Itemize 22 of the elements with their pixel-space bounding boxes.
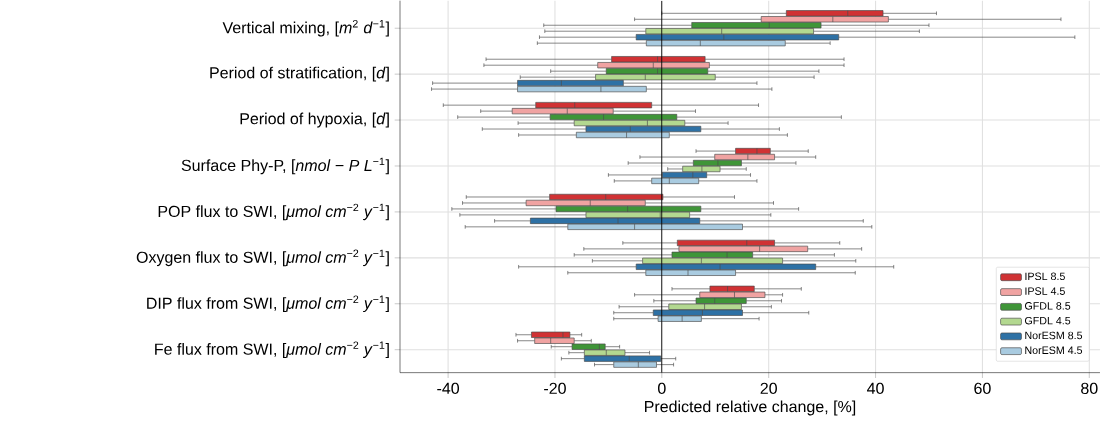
y-tick-label: Fe flux from SWI, [μmol cm$^{−2}$ y$^{−1}$] (155, 341, 389, 358)
x-tick-label: -20 (544, 382, 566, 395)
x-axis-title: Predicted relative change, [%] (645, 400, 856, 416)
x-tick-label: -40 (437, 382, 460, 395)
x-tick-label: 20 (760, 382, 777, 395)
y-tick-label: Surface Phy-P, [nmol − P L$^{−1}$] (181, 157, 389, 175)
legend-label: NorESM 8.5 (1025, 331, 1083, 340)
y-tick-label: POP flux to SWI, [μmol cm$^{−2}$ y$^{−1}$] (158, 203, 389, 221)
legend-label: NorESM 4.5 (1025, 346, 1083, 354)
x-tick-label: 0 (658, 382, 666, 395)
legend-label: IPSL 8.5 (1025, 272, 1065, 281)
legend-label: GFDL 4.5 (1025, 316, 1071, 325)
y-tick-label: DIP flux from SWI, [μmol cm$^{−2}$ y$^{−1}$] (147, 295, 389, 313)
y-tick-label: Oxygen flux to SWI, [μmol cm$^{−2}$ y$^{−1}$] (136, 249, 389, 267)
legend-label: IPSL 4.5 (1025, 287, 1065, 295)
y-tick-label: Period of stratification, [d] (210, 66, 389, 82)
x-tick-label: 40 (867, 382, 884, 395)
y-tick-label: Period of hypoxia, [d] (240, 112, 389, 128)
x-tick-label: 80 (1081, 382, 1098, 395)
y-tick-label: Vertical mixing, [m$^{2}$ d$^{−1}$] (222, 19, 389, 37)
x-tick-label: 60 (974, 382, 991, 395)
legend-label: GFDL 8.5 (1025, 302, 1071, 310)
